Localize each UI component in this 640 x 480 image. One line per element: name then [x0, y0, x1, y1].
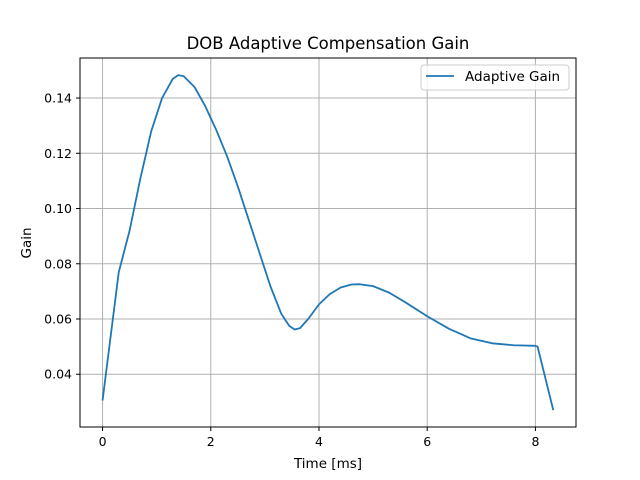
x-tick-label: 6: [423, 434, 431, 449]
x-tick-label: 8: [531, 434, 539, 449]
y-tick-label: 0.08: [44, 256, 72, 271]
series-line: [101, 74, 555, 411]
plot-area-frame: [79, 57, 577, 428]
y-axis-title: Gain: [19, 227, 35, 258]
chart-title: DOB Adaptive Compensation Gain: [187, 34, 470, 53]
series-layer: [101, 74, 555, 411]
x-tick-label: 4: [315, 434, 323, 449]
x-tick-label: 2: [207, 434, 215, 449]
grid-lines: [80, 58, 576, 427]
legend-label: Adaptive Gain: [465, 69, 560, 85]
legend: Adaptive Gain: [420, 64, 570, 91]
y-tick-label: 0.06: [44, 312, 72, 327]
x-tick-label: 0: [99, 434, 107, 449]
y-tick-label: 0.04: [44, 367, 72, 382]
axis-ticks: 0 2 4 6 8 0.04 0.06 0.08 0.10 0.12 0.14: [44, 91, 539, 449]
y-tick-label: 0.10: [44, 201, 72, 216]
legend-box: [420, 64, 570, 91]
y-tick-label: 0.12: [44, 146, 72, 161]
y-tick-label: 0.14: [44, 91, 72, 106]
x-axis-title: Time [ms]: [293, 456, 362, 472]
